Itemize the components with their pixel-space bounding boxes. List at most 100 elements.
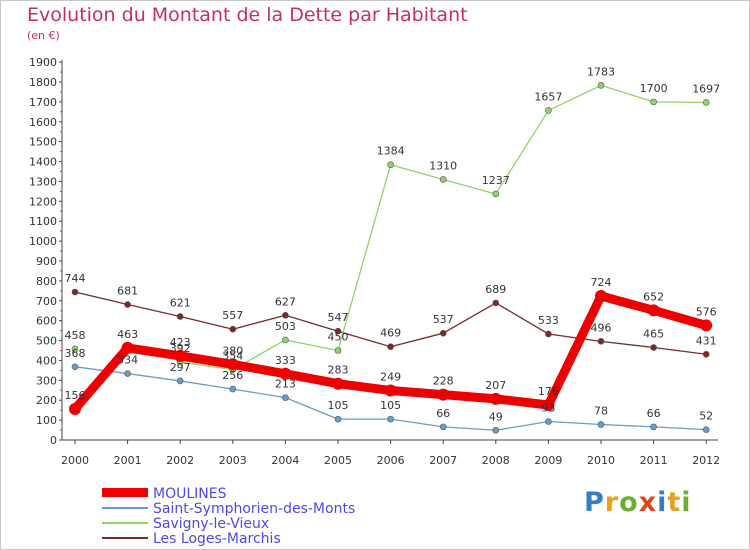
y-tick-label: 0 bbox=[50, 434, 57, 447]
data-point bbox=[492, 426, 500, 434]
chart-title: Evolution du Montant de la Dette par Hab… bbox=[27, 4, 468, 26]
logo-letter: r bbox=[604, 487, 620, 518]
data-point bbox=[597, 338, 605, 345]
data-point bbox=[702, 350, 710, 358]
data-point bbox=[174, 349, 187, 362]
data-point bbox=[439, 423, 447, 431]
data-point bbox=[439, 329, 447, 337]
data-point bbox=[650, 423, 657, 431]
data-label: 652 bbox=[643, 290, 664, 303]
data-label: 465 bbox=[643, 328, 664, 341]
data-point bbox=[492, 299, 500, 307]
legend-item: Les Loges-Marchis bbox=[102, 531, 281, 547]
x-tick-label: 2006 bbox=[377, 454, 405, 467]
data-label: 283 bbox=[328, 364, 349, 377]
series-saint-symphorien-des-monts bbox=[71, 363, 710, 434]
logo-letter: P bbox=[584, 487, 605, 518]
data-point bbox=[597, 82, 605, 89]
data-point bbox=[334, 347, 342, 354]
data-labels: 744 681 621 557 627 547 469 537 689 533 496 465 431 4… bbox=[65, 65, 721, 423]
data-label: 93 bbox=[541, 402, 555, 415]
logo-letter: x bbox=[638, 487, 658, 518]
legend-item: MOULINES bbox=[102, 486, 227, 502]
y-tick-label: 1200 bbox=[29, 195, 57, 208]
data-label: 458 bbox=[65, 329, 86, 342]
data-point bbox=[545, 418, 552, 425]
data-label: 334 bbox=[117, 354, 138, 367]
y-tick-label: 1100 bbox=[29, 215, 57, 228]
y-tick-label: 900 bbox=[36, 255, 57, 268]
data-point bbox=[229, 385, 237, 393]
data-point bbox=[700, 319, 713, 332]
data-label: 689 bbox=[485, 283, 506, 296]
data-label: 105 bbox=[328, 399, 349, 412]
data-label: 724 bbox=[591, 276, 612, 289]
data-point bbox=[489, 392, 502, 405]
x-tick-label: 2010 bbox=[587, 454, 615, 467]
data-label: 431 bbox=[696, 334, 717, 347]
y-tick-label: 600 bbox=[36, 315, 57, 328]
data-point bbox=[69, 402, 81, 415]
x-tick-label: 2012 bbox=[692, 454, 720, 467]
y-tick-label: 100 bbox=[36, 414, 57, 427]
data-point bbox=[176, 377, 184, 385]
data-point bbox=[439, 176, 447, 183]
legend: MOULINESSaint-Symphorien-des-MontsSavign… bbox=[102, 486, 355, 547]
data-point bbox=[176, 313, 184, 320]
y-tick-label: 1300 bbox=[29, 175, 57, 188]
logo-letter: t bbox=[667, 487, 682, 518]
y-tick-label: 1400 bbox=[29, 156, 57, 169]
data-label: 156 bbox=[65, 389, 86, 402]
data-label: 52 bbox=[699, 410, 713, 423]
series-layer bbox=[69, 82, 713, 434]
data-label: 256 bbox=[222, 369, 243, 382]
y-tick-label: 400 bbox=[36, 354, 57, 367]
legend-label: Saint-Symphorien-des-Monts bbox=[153, 501, 355, 517]
data-label: 744 bbox=[65, 272, 86, 285]
x-tick-label: 2000 bbox=[61, 454, 89, 467]
data-label: 503 bbox=[275, 320, 296, 333]
y-tick-label: 1900 bbox=[29, 56, 57, 69]
data-point bbox=[121, 341, 134, 354]
x-tick-label: 2004 bbox=[271, 454, 299, 467]
y-tick-label: 1800 bbox=[29, 76, 57, 89]
y-tick-label: 300 bbox=[36, 374, 57, 387]
data-point bbox=[71, 288, 79, 296]
data-label: 1237 bbox=[482, 174, 510, 187]
data-label: 392 bbox=[170, 342, 191, 355]
data-point bbox=[437, 388, 450, 401]
data-label: 1700 bbox=[640, 82, 668, 95]
data-label: 66 bbox=[436, 407, 450, 420]
series-line bbox=[179, 84, 707, 371]
data-point bbox=[229, 325, 237, 333]
data-point bbox=[597, 421, 605, 428]
data-point bbox=[282, 394, 289, 401]
y-tick-label: 1700 bbox=[29, 96, 57, 109]
data-label: 333 bbox=[275, 354, 296, 367]
data-label: 450 bbox=[328, 330, 349, 343]
data-point bbox=[387, 343, 394, 351]
data-label: 537 bbox=[433, 313, 454, 326]
x-tick-label: 2002 bbox=[166, 454, 194, 467]
data-label: 213 bbox=[275, 378, 296, 391]
data-label: 1657 bbox=[534, 90, 562, 103]
data-point bbox=[71, 363, 79, 371]
data-point bbox=[226, 358, 239, 371]
data-point bbox=[542, 398, 555, 411]
legend-swatch bbox=[102, 488, 148, 497]
data-label: 576 bbox=[696, 305, 717, 318]
data-label: 463 bbox=[117, 328, 138, 341]
data-point bbox=[332, 377, 344, 390]
legend-item: Saint-Symphorien-des-Monts bbox=[102, 501, 355, 517]
logo-letter: o bbox=[619, 487, 639, 518]
x-tick-label: 2005 bbox=[324, 454, 352, 467]
data-point bbox=[282, 311, 289, 319]
data-point bbox=[545, 330, 552, 338]
data-point bbox=[545, 107, 552, 114]
data-label: 228 bbox=[433, 375, 454, 388]
data-label: 176 bbox=[538, 385, 559, 398]
logo-letter: i bbox=[681, 487, 692, 518]
data-label: 66 bbox=[647, 407, 661, 420]
data-point bbox=[282, 336, 289, 344]
